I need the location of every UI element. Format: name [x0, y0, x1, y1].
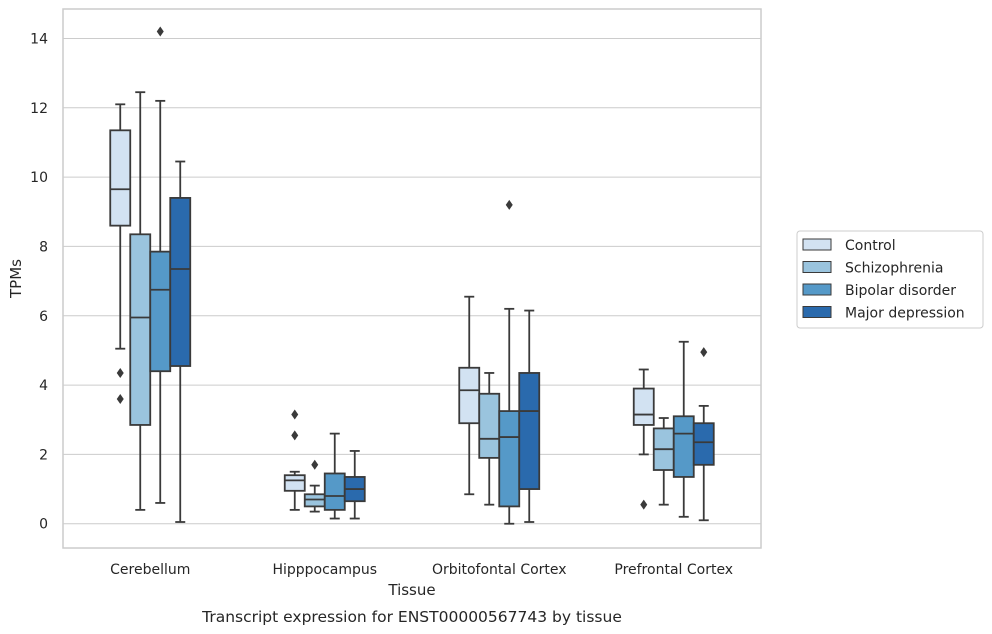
box-iqr: [283, 474, 306, 492]
outlier-point: [116, 367, 124, 378]
legend-item-bipolar-disorder: Bipolar disorder: [802, 283, 956, 299]
box-iqr: [149, 250, 172, 373]
y-tick-label: 10: [30, 170, 48, 186]
legend-label: Schizophrenia: [845, 261, 943, 277]
box-iqr: [458, 366, 481, 425]
box-cerebellum-schizophrenia: [129, 91, 152, 511]
legend-label: Major depression: [845, 306, 965, 322]
x-tick-label-prefrontal-cortex: Prefrontal Cortex: [614, 562, 733, 578]
box-iqr: [129, 233, 152, 426]
box-orbitofontal-cortex-major-depression: [518, 309, 541, 523]
box-iqr: [518, 372, 541, 490]
legend: Control Schizophrenia Bipolar disorder Majo…: [796, 230, 984, 329]
legend-swatch: [802, 261, 832, 273]
box-iqr: [323, 472, 346, 511]
box-hipppocampus-major-depression: [343, 450, 366, 520]
box-cerebellum-bipolar-disorder: [149, 26, 172, 504]
legend-label: Bipolar disorder: [845, 283, 956, 299]
legend-swatch: [802, 306, 832, 318]
outlier-point: [156, 26, 164, 37]
outlier-point: [700, 347, 708, 358]
plot-frame: [62, 8, 762, 549]
y-tick-label: 12: [30, 101, 48, 117]
box-hipppocampus-schizophrenia: [303, 459, 326, 513]
box-prefrontal-cortex-schizophrenia: [652, 417, 675, 506]
box-prefrontal-cortex-bipolar-disorder: [672, 340, 695, 518]
legend-frame: [796, 230, 984, 329]
box-orbitofontal-cortex-schizophrenia: [478, 372, 501, 506]
x-axis-title: Tissue: [387, 581, 435, 599]
y-tick-label: 2: [39, 447, 48, 463]
y-tick-label: 4: [39, 378, 48, 394]
y-tick-label: 0: [39, 517, 48, 533]
y-tick-label: 6: [39, 309, 48, 325]
x-tick-label-hipppocampus: Hipppocampus: [272, 562, 377, 578]
box-iqr: [109, 129, 132, 227]
box-orbitofontal-cortex-control: [458, 295, 481, 496]
box-prefrontal-cortex-control: [632, 368, 655, 510]
box-iqr: [169, 197, 192, 367]
box-orbitofontal-cortex-bipolar-disorder: [498, 199, 521, 525]
legend-label: Control: [845, 238, 896, 254]
box-iqr: [478, 392, 501, 459]
legend-item-major-depression: Major depression: [802, 306, 965, 322]
box-groups: [109, 26, 715, 525]
box-iqr: [498, 410, 521, 508]
x-tick-label-orbitofontal-cortex: Orbitofontal Cortex: [432, 562, 567, 578]
box-cerebellum-major-depression: [169, 160, 192, 523]
outlier-point: [291, 409, 299, 420]
box-iqr: [692, 422, 715, 466]
box-prefrontal-cortex-major-depression: [692, 347, 715, 522]
y-tick-label: 8: [39, 239, 48, 255]
outlier-point: [116, 393, 124, 404]
chart-caption: Transcript expression for ENST0000056774…: [201, 608, 622, 626]
box-hipppocampus-bipolar-disorder: [323, 432, 346, 520]
box-iqr: [672, 415, 695, 478]
legend-item-schizophrenia: Schizophrenia: [802, 261, 943, 277]
legend-swatch: [802, 238, 832, 251]
outlier-point: [640, 499, 648, 510]
outlier-point: [505, 199, 513, 210]
outlier-point: [311, 459, 319, 470]
y-tick-labels: 0 2 4 6 8 10 12 14: [30, 31, 48, 532]
x-tick-labels: Cerebellum Hipppocampus Orbitofontal Corte…: [110, 562, 733, 578]
y-tick-label: 14: [30, 31, 48, 47]
box-hipppocampus-control: [283, 409, 306, 511]
legend-item-control: Control: [802, 238, 896, 254]
x-tick-label-cerebellum: Cerebellum: [110, 562, 190, 578]
outlier-point: [291, 430, 299, 441]
box-cerebellum-control: [109, 103, 132, 404]
box-iqr: [632, 387, 655, 426]
y-axis-title: TPMs: [7, 259, 25, 299]
legend-swatch: [802, 283, 832, 296]
